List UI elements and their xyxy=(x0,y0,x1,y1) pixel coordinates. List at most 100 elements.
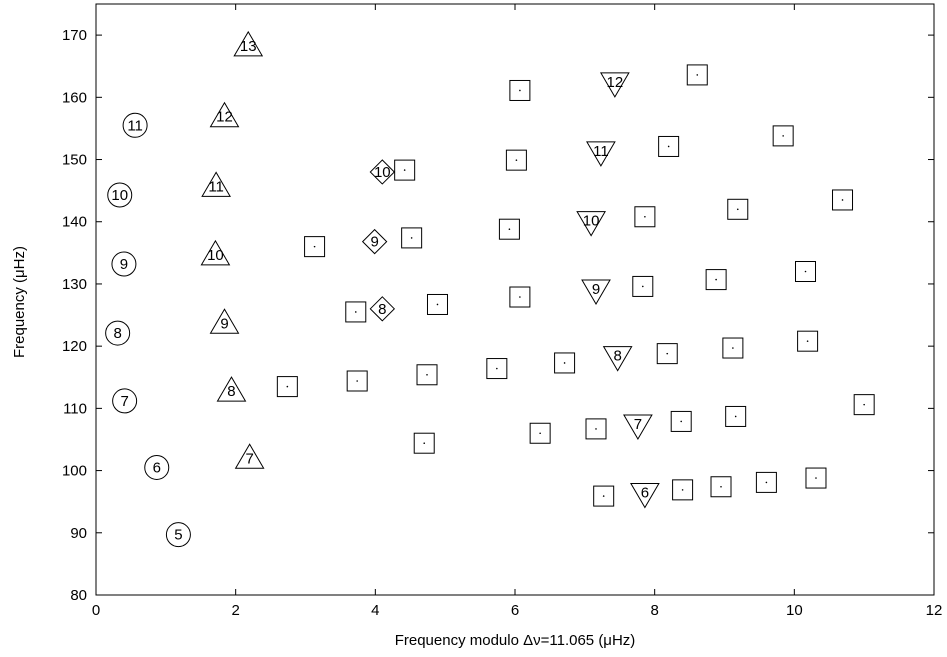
y-tick-label: 130 xyxy=(62,276,87,293)
square-marker xyxy=(426,293,448,315)
square-marker xyxy=(634,206,656,228)
square-marker xyxy=(710,476,732,498)
circle-marker: 11 xyxy=(122,112,148,138)
square-marker xyxy=(486,358,508,380)
square-marker xyxy=(656,343,678,365)
x-tick-label: 0 xyxy=(92,602,100,619)
circle-marker: 7 xyxy=(112,388,138,414)
center-dot xyxy=(563,362,566,364)
center-dot xyxy=(423,442,426,445)
center-dot xyxy=(720,485,722,488)
center-dot xyxy=(732,347,734,349)
triangle-up-marker: 11 xyxy=(201,171,231,197)
triangle-up-marker: 13 xyxy=(233,30,264,57)
marker-label: 12 xyxy=(607,74,624,91)
square-marker xyxy=(658,135,680,157)
square-marker xyxy=(670,410,692,432)
square-marker xyxy=(276,376,298,398)
center-dot xyxy=(403,169,406,171)
x-tick-label: 6 xyxy=(511,602,519,619)
marker-label: 9 xyxy=(370,234,378,251)
y-tick-label: 160 xyxy=(62,89,87,106)
marker-label: 8 xyxy=(113,325,121,342)
square-marker xyxy=(705,269,727,291)
square-marker xyxy=(755,471,777,493)
center-dot xyxy=(666,352,669,355)
center-dot xyxy=(286,385,289,388)
triangle-up-marker: 12 xyxy=(209,101,240,128)
center-dot xyxy=(863,403,865,406)
square-marker xyxy=(498,218,520,240)
marker-label: 11 xyxy=(127,117,143,134)
triangle-down-marker: 11 xyxy=(586,141,616,167)
square-marker xyxy=(725,405,747,427)
square-marker xyxy=(797,330,819,352)
center-dot xyxy=(765,481,768,484)
center-dot xyxy=(806,340,809,342)
center-dot xyxy=(815,477,817,479)
square-marker xyxy=(394,159,416,181)
square-marker xyxy=(401,227,423,249)
marker-label: 5 xyxy=(174,527,182,544)
square-marker xyxy=(505,149,527,171)
x-axis-title: Frequency modulo Δν=11.065 (μHz) xyxy=(395,632,636,649)
triangle-up-marker: 8 xyxy=(216,376,247,402)
x-tick-label: 4 xyxy=(371,602,379,619)
marker-label: 12 xyxy=(216,109,233,126)
center-dot xyxy=(410,237,413,239)
circle-marker: 5 xyxy=(165,522,191,548)
square-marker xyxy=(805,467,827,489)
diamond-marker: 8 xyxy=(369,296,396,322)
circle-marker: 8 xyxy=(105,320,131,346)
center-dot xyxy=(680,420,683,423)
x-tick-label: 2 xyxy=(231,602,239,619)
center-dot xyxy=(641,285,644,288)
marker-label: 8 xyxy=(227,383,235,400)
marker-label: 10 xyxy=(207,247,224,264)
square-marker xyxy=(672,479,694,501)
marker-label: 8 xyxy=(613,348,621,365)
y-tick-label: 170 xyxy=(62,27,87,44)
center-dot xyxy=(782,135,784,137)
square-marker xyxy=(509,79,531,101)
x-tick-label: 10 xyxy=(786,602,803,619)
marker-label: 9 xyxy=(120,256,128,273)
center-dot xyxy=(595,428,597,430)
y-tick-label: 80 xyxy=(70,587,87,604)
center-dot xyxy=(313,245,316,248)
triangle-down-marker: 7 xyxy=(623,414,653,441)
square-marker xyxy=(304,236,326,258)
square-marker xyxy=(509,286,531,308)
square-marker xyxy=(772,125,794,147)
square-marker xyxy=(722,337,744,359)
triangle-up-marker: 7 xyxy=(234,443,265,469)
square-marker xyxy=(345,301,367,323)
marker-label: 10 xyxy=(583,213,600,230)
diamond-marker: 9 xyxy=(361,228,388,255)
marker-label: 7 xyxy=(245,450,253,467)
square-marker xyxy=(727,198,749,220)
square-marker xyxy=(416,364,438,386)
x-tick-label: 12 xyxy=(926,602,943,619)
square-marker xyxy=(632,275,654,297)
y-axis-title: Frequency (μHz) xyxy=(11,246,28,358)
center-dot xyxy=(736,208,739,211)
center-dot xyxy=(734,415,737,418)
center-dot xyxy=(426,373,428,376)
triangle-down-marker: 6 xyxy=(630,482,660,509)
center-dot xyxy=(354,311,357,313)
marker-label: 9 xyxy=(592,281,600,298)
square-marker xyxy=(413,432,435,454)
y-tick-label: 150 xyxy=(62,152,87,169)
marker-label: 8 xyxy=(378,301,386,318)
center-dot xyxy=(644,215,646,218)
square-marker xyxy=(593,485,615,507)
center-dot xyxy=(356,380,358,382)
center-dot xyxy=(804,270,807,273)
square-marker xyxy=(832,189,854,211)
triangle-down-marker: 8 xyxy=(602,346,633,372)
marker-label: 10 xyxy=(374,164,391,181)
square-marker xyxy=(529,422,551,444)
y-tick-label: 140 xyxy=(62,214,87,231)
